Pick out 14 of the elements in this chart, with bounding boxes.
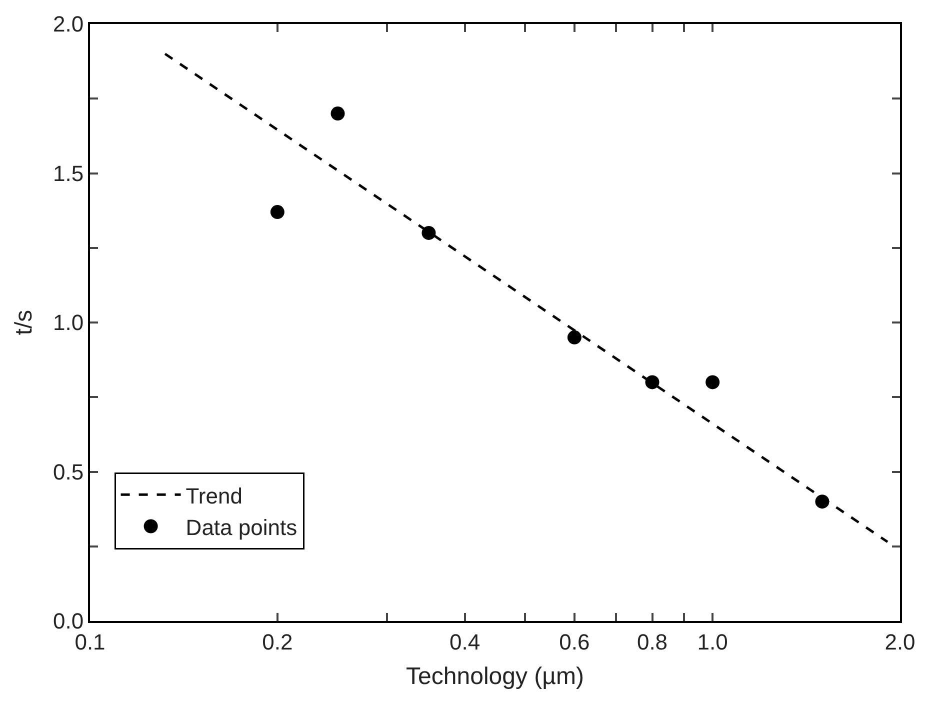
y-tick-label: 2.0 [53, 12, 84, 37]
y-tick-label: 1.0 [53, 310, 84, 336]
legend-label: Trend [186, 483, 242, 508]
legend-label: Data points [186, 514, 298, 540]
x-tick-label: 0.6 [559, 629, 590, 654]
x-axis-title: Technology (µm) [406, 663, 584, 690]
x-tick-label: 0.4 [450, 629, 480, 654]
y-tick-label: 0.5 [53, 459, 84, 484]
x-tick-label: 0.2 [262, 629, 293, 654]
y-axis-title: t/s [10, 310, 38, 336]
x-tick-label: 1.0 [697, 629, 728, 654]
y-tick-label: 1.5 [53, 160, 84, 186]
x-tick-label: 0.8 [636, 629, 668, 654]
x-tick-label: 2.0 [884, 629, 916, 654]
